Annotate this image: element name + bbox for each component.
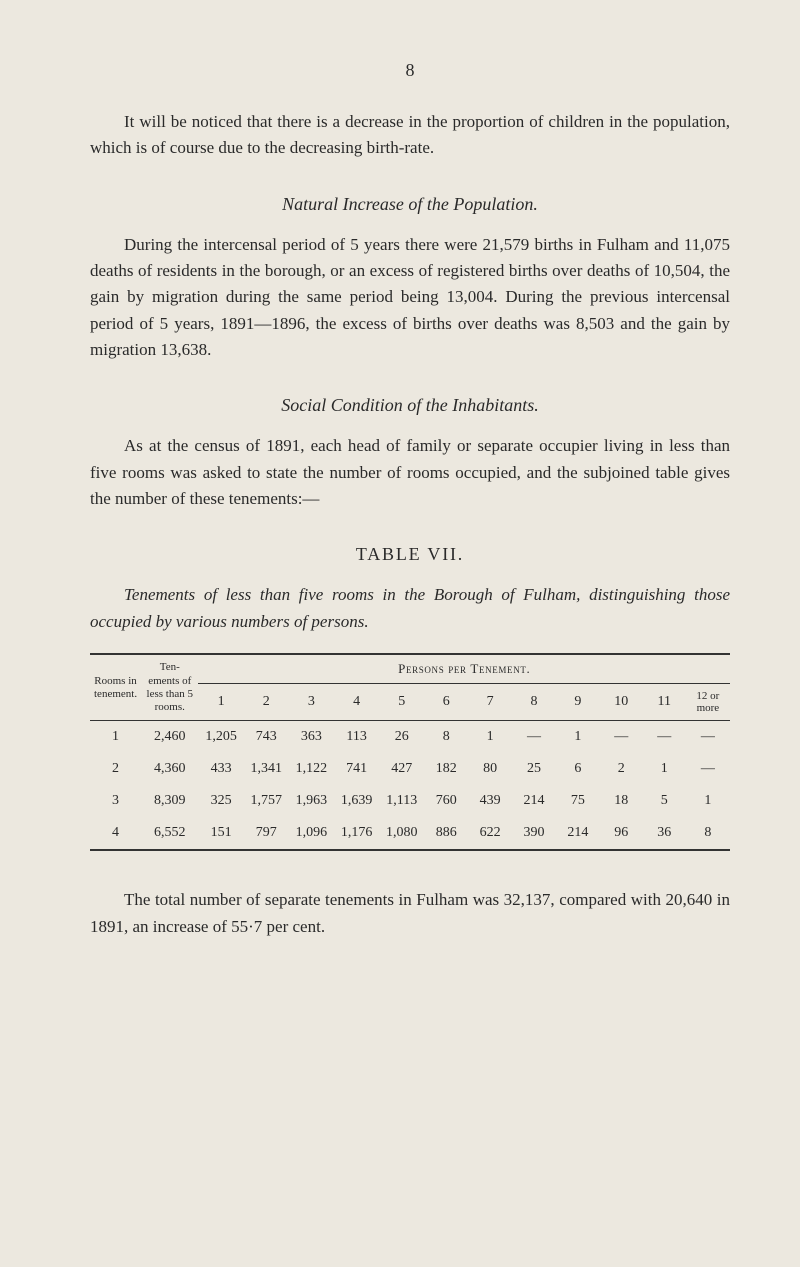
- col-header: 2: [244, 684, 289, 721]
- table-label: TABLE VII.: [90, 544, 730, 565]
- cell-value: —: [686, 721, 730, 754]
- cell-value: 1: [556, 721, 600, 754]
- cell-rooms: 3: [90, 785, 141, 817]
- tenements-table: Rooms in tenement. Ten-ements of less th…: [90, 653, 730, 851]
- section-title-social-condition: Social Condition of the Inhabitants.: [90, 395, 730, 416]
- cell-value: 439: [468, 785, 512, 817]
- col-header: 3: [289, 684, 334, 721]
- cell-value: 1: [643, 753, 686, 785]
- cell-value: 113: [334, 721, 379, 754]
- cell-value: 390: [512, 817, 556, 850]
- table-caption: Tenements of less than five rooms in the…: [90, 582, 730, 635]
- table-row: 46,5521517971,0961,1761,0808866223902149…: [90, 817, 730, 850]
- cell-value: 1,113: [379, 785, 424, 817]
- paragraph-natural-increase: During the intercensal period of 5 years…: [90, 232, 730, 364]
- cell-value: 886: [424, 817, 468, 850]
- section-title-natural-increase: Natural Increase of the Population.: [90, 194, 730, 215]
- col-header-last: 12 or more: [686, 684, 730, 721]
- cell-value: 1,341: [244, 753, 289, 785]
- page-number: 8: [90, 60, 730, 81]
- cell-value: 1,757: [244, 785, 289, 817]
- cell-value: 25: [512, 753, 556, 785]
- cell-tenements: 8,309: [141, 785, 198, 817]
- cell-value: 36: [643, 817, 686, 850]
- cell-value: 214: [556, 817, 600, 850]
- cell-value: 743: [244, 721, 289, 754]
- cell-value: 214: [512, 785, 556, 817]
- cell-value: 797: [244, 817, 289, 850]
- table-row: 38,3093251,7571,9631,6391,11376043921475…: [90, 785, 730, 817]
- cell-value: 1: [468, 721, 512, 754]
- paragraph-intro: It will be noticed that there is a decre…: [90, 109, 730, 162]
- col-header: 11: [643, 684, 686, 721]
- cell-value: 5: [643, 785, 686, 817]
- table-header-rooms: Rooms in tenement.: [90, 654, 141, 721]
- cell-tenements: 2,460: [141, 721, 198, 754]
- cell-value: 18: [600, 785, 643, 817]
- cell-tenements: 4,360: [141, 753, 198, 785]
- cell-rooms: 1: [90, 721, 141, 754]
- table-row: 24,3604331,3411,1227414271828025621—: [90, 753, 730, 785]
- cell-value: 1,080: [379, 817, 424, 850]
- table-header-persons: Persons per Tenement.: [198, 654, 730, 684]
- cell-rooms: 4: [90, 817, 141, 850]
- cell-value: 6: [556, 753, 600, 785]
- cell-value: 80: [468, 753, 512, 785]
- cell-value: 363: [289, 721, 334, 754]
- col-header: 4: [334, 684, 379, 721]
- cell-value: 433: [198, 753, 243, 785]
- cell-value: 1: [686, 785, 730, 817]
- paragraph-social-condition: As at the census of 1891, each head of f…: [90, 433, 730, 512]
- cell-value: 427: [379, 753, 424, 785]
- cell-value: 1,176: [334, 817, 379, 850]
- cell-value: 151: [198, 817, 243, 850]
- cell-value: 1,122: [289, 753, 334, 785]
- cell-value: —: [512, 721, 556, 754]
- col-header: 1: [198, 684, 243, 721]
- cell-tenements: 6,552: [141, 817, 198, 850]
- document-page: 8 It will be noticed that there is a dec…: [0, 0, 800, 1267]
- col-header: 7: [468, 684, 512, 721]
- cell-value: 741: [334, 753, 379, 785]
- col-header: 10: [600, 684, 643, 721]
- cell-value: 325: [198, 785, 243, 817]
- cell-value: 96: [600, 817, 643, 850]
- col-header: 9: [556, 684, 600, 721]
- table-header-tenements: Ten-ements of less than 5 rooms.: [141, 654, 198, 721]
- cell-value: —: [600, 721, 643, 754]
- cell-value: 8: [686, 817, 730, 850]
- paragraph-conclusion: The total number of separate tenements i…: [90, 887, 730, 940]
- cell-value: 1,963: [289, 785, 334, 817]
- cell-value: —: [643, 721, 686, 754]
- col-header: 8: [512, 684, 556, 721]
- cell-value: 26: [379, 721, 424, 754]
- cell-value: 8: [424, 721, 468, 754]
- cell-value: 1,205: [198, 721, 243, 754]
- cell-value: 75: [556, 785, 600, 817]
- cell-value: 622: [468, 817, 512, 850]
- cell-value: 2: [600, 753, 643, 785]
- cell-value: 182: [424, 753, 468, 785]
- col-header: 5: [379, 684, 424, 721]
- table-row: 12,4601,2057433631132681—1———: [90, 721, 730, 754]
- col-header: 6: [424, 684, 468, 721]
- cell-value: 1,096: [289, 817, 334, 850]
- cell-value: —: [686, 753, 730, 785]
- cell-rooms: 2: [90, 753, 141, 785]
- cell-value: 1,639: [334, 785, 379, 817]
- cell-value: 760: [424, 785, 468, 817]
